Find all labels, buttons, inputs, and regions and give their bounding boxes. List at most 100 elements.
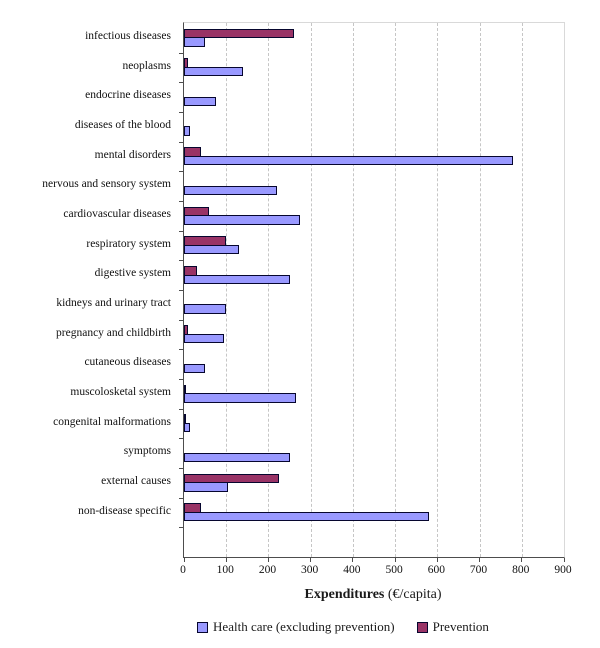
health-care-bar [184, 304, 227, 314]
health-care-bar [184, 155, 514, 166]
category-label: non-disease specific [78, 504, 171, 517]
health-care-bar [184, 126, 191, 136]
health-care-bar [184, 215, 301, 225]
bar-row [184, 290, 564, 320]
bar-row [184, 498, 564, 528]
bar-rows-layer [184, 23, 564, 527]
category-label: digestive system [94, 267, 171, 280]
y-axis-tick [179, 171, 183, 173]
health-care-bar [184, 333, 225, 344]
bar-row [184, 409, 564, 439]
gridline [437, 23, 439, 557]
category-label: infectious diseases [85, 30, 171, 43]
y-axis-tick [179, 497, 183, 499]
y-axis-tick [179, 408, 183, 410]
gridline [352, 23, 354, 557]
legend-item-prevention: Prevention [416, 619, 489, 635]
x-axis-tick [267, 558, 269, 562]
x-axis-tick-labels: 0 100 200 300 400 500 600 700 800 900 [180, 564, 572, 580]
legend-item-health-care: Health care (excluding prevention) [197, 619, 395, 635]
gridline [268, 23, 270, 557]
x-axis-tick-label: 900 [554, 564, 572, 576]
health-care-bar [184, 422, 191, 433]
health-care-bar [184, 37, 206, 47]
prevention-swatch-icon [416, 621, 428, 633]
health-care-bar [184, 452, 290, 463]
plot-area [179, 22, 565, 562]
prevention-bar [184, 28, 294, 39]
x-axis-tick [183, 558, 185, 562]
y-axis-tick [179, 82, 183, 84]
x-axis-tick [521, 558, 523, 562]
bar-row [184, 171, 564, 201]
bar-row [184, 23, 564, 53]
health-care-bar [184, 66, 244, 77]
category-label: muscolosketal system [70, 385, 171, 398]
x-axis-tick-label: 500 [385, 564, 403, 576]
category-label: congenital malformations [53, 415, 171, 428]
x-axis-title-unit: (€/capita) [384, 587, 442, 602]
gridline [310, 23, 312, 557]
bar-row [184, 468, 564, 498]
x-axis-tick-label: 0 [180, 564, 186, 576]
category-label: respiratory system [86, 237, 171, 250]
x-axis-tick [310, 558, 312, 562]
health-care-bar [184, 511, 429, 522]
category-label: cardiovascular diseases [63, 208, 171, 221]
y-axis-tick [179, 230, 183, 232]
category-label: mental disorders [94, 148, 171, 161]
y-axis-tick [179, 468, 183, 469]
bar-row [184, 201, 564, 231]
x-axis-title-text: Expenditures [304, 587, 385, 602]
bar-row [184, 142, 564, 172]
health-care-bar [184, 393, 296, 403]
y-axis-tick [179, 141, 183, 143]
y-axis-tick [179, 438, 183, 440]
bar-row [184, 349, 564, 379]
y-axis-tick [179, 290, 183, 291]
category-label: endocrine diseases [85, 89, 171, 102]
health-care-bar [184, 244, 239, 255]
legend-label-health-care: Health care (excluding prevention) [213, 619, 395, 634]
health-care-bar [184, 96, 216, 107]
category-label: external causes [101, 474, 171, 487]
x-axis-tick [479, 558, 481, 562]
category-label: neoplasms [122, 59, 171, 72]
bar-row [184, 231, 564, 261]
y-axis-tick [179, 112, 183, 113]
y-axis-tick [179, 349, 183, 351]
category-label: diseases of the blood [74, 119, 171, 132]
gridline [226, 23, 228, 557]
x-axis-tick-label: 800 [512, 564, 530, 576]
y-axis-tick [179, 527, 183, 529]
health-care-bar [184, 185, 277, 196]
gridline [395, 23, 397, 557]
gridline [479, 23, 481, 557]
y-axis-tick [179, 319, 183, 321]
bar-row [184, 82, 564, 112]
y-axis-category-labels: infectious diseases neoplasms endocrine di… [0, 22, 177, 526]
category-label: cutaneous diseases [84, 356, 171, 369]
health-care-bar [184, 482, 229, 492]
y-axis-tick [179, 379, 183, 380]
gridline [521, 23, 523, 557]
category-label: pregnancy and childbirth [56, 326, 171, 339]
x-axis-tick [225, 558, 227, 562]
bar-row [184, 438, 564, 468]
category-label: symptoms [123, 445, 171, 458]
x-axis-tick [394, 558, 396, 562]
bar-row [184, 379, 564, 409]
prevention-bar [184, 473, 279, 484]
x-axis-tick-label: 200 [258, 564, 277, 576]
x-axis-tick [352, 558, 354, 562]
x-axis-tick [563, 558, 565, 562]
x-axis-tick [436, 558, 438, 562]
legend-label-prevention: Prevention [432, 619, 489, 634]
y-axis-tick [179, 52, 183, 54]
health-care-bar [184, 274, 290, 285]
category-label: nervous and sensory system [42, 178, 171, 191]
x-axis-tick-label: 400 [343, 564, 361, 576]
x-axis-title: Expenditures (€/capita) [183, 587, 563, 607]
bar-row [184, 112, 564, 142]
health-care-bar [184, 363, 206, 374]
